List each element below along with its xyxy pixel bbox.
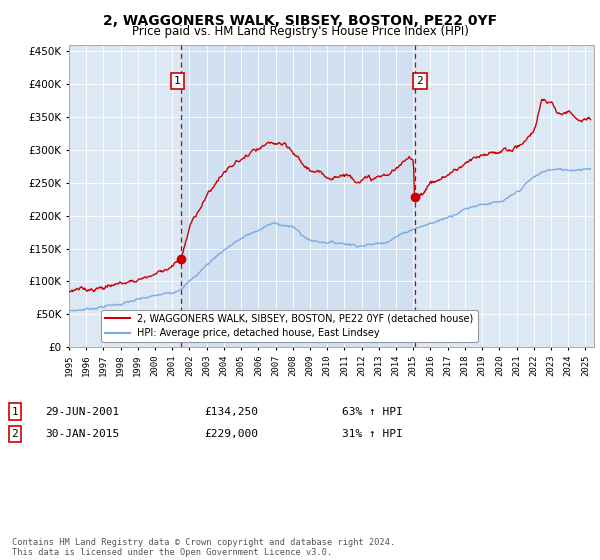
Text: Contains HM Land Registry data © Crown copyright and database right 2024.
This d: Contains HM Land Registry data © Crown c… xyxy=(12,538,395,557)
Text: 29-JUN-2001: 29-JUN-2001 xyxy=(45,407,119,417)
Text: 31% ↑ HPI: 31% ↑ HPI xyxy=(342,429,403,439)
Text: 30-JAN-2015: 30-JAN-2015 xyxy=(45,429,119,439)
Text: 2, WAGGONERS WALK, SIBSEY, BOSTON, PE22 0YF: 2, WAGGONERS WALK, SIBSEY, BOSTON, PE22 … xyxy=(103,14,497,28)
Bar xyxy=(181,45,415,347)
Text: £229,000: £229,000 xyxy=(204,429,258,439)
Text: 2: 2 xyxy=(11,429,19,439)
Text: Price paid vs. HM Land Registry's House Price Index (HPI): Price paid vs. HM Land Registry's House … xyxy=(131,25,469,38)
Text: £134,250: £134,250 xyxy=(204,407,258,417)
Text: 63% ↑ HPI: 63% ↑ HPI xyxy=(342,407,403,417)
Text: 2: 2 xyxy=(416,76,423,86)
Text: 1: 1 xyxy=(11,407,19,417)
Text: 1: 1 xyxy=(174,76,181,86)
Legend: 2, WAGGONERS WALK, SIBSEY, BOSTON, PE22 0YF (detached house), HPI: Average price: 2, WAGGONERS WALK, SIBSEY, BOSTON, PE22 … xyxy=(101,310,478,342)
